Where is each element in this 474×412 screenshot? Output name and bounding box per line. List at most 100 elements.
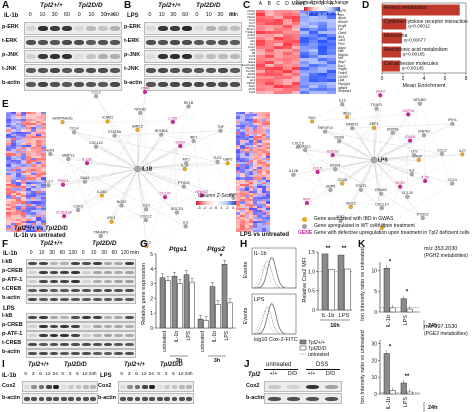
network-edge <box>85 182 146 210</box>
ion-ratio-bar <box>390 391 396 394</box>
network-node <box>66 157 70 161</box>
legend-gene-style: GENE <box>298 230 312 236</box>
network-gene-label: CCL5 <box>313 166 322 170</box>
network-gene-label: USP18 <box>403 109 414 113</box>
blot-band <box>39 334 48 337</box>
blot-band <box>135 385 141 389</box>
blot-band <box>325 385 338 389</box>
timepoint-label: 24h <box>185 373 192 378</box>
heatmap-gene-label: Serpina1 <box>338 90 351 94</box>
blot-band <box>125 334 134 337</box>
network-gene-label: CXCL2 <box>140 215 152 219</box>
expression-bar <box>198 319 203 328</box>
blot-band <box>218 54 228 59</box>
blot-row-label: p-CREB <box>2 269 23 275</box>
blot-band <box>146 26 156 31</box>
blot-band <box>287 385 300 389</box>
network-node <box>350 126 354 130</box>
network-hub-node <box>135 166 141 172</box>
blot-band <box>182 82 192 87</box>
panel-e-heatmap-left <box>6 112 46 232</box>
panel-e-colorbar-title: Column Z-Score <box>198 194 234 199</box>
y-tick-label: 0 <box>150 326 153 332</box>
x-category-label: untreated <box>200 331 206 352</box>
timepoint-label: +/+ <box>264 372 283 378</box>
blot-row-label: b-actin <box>2 350 20 356</box>
blot-strip <box>26 277 136 286</box>
blot-band <box>62 40 72 45</box>
flow-y-label: Events <box>243 261 249 278</box>
blot-band <box>82 343 91 346</box>
y-axis-label: Ion Intensity ratio vs untreated <box>360 247 366 321</box>
blot-band <box>110 68 120 73</box>
network-node <box>340 182 344 186</box>
network-node <box>219 129 223 133</box>
blot-band <box>110 40 120 45</box>
blot-band <box>287 397 300 401</box>
network-edge <box>85 169 138 182</box>
blot-band <box>24 397 30 401</box>
blot-band <box>206 82 216 87</box>
y-axis-label: Relative Cox2 MFI <box>302 257 308 303</box>
blot-band <box>158 54 168 59</box>
blot-band <box>206 68 216 73</box>
network-gene-label: ISG15 <box>346 201 356 205</box>
blot-band <box>68 397 74 401</box>
blot-row-label: I-kB <box>2 260 12 266</box>
network-node <box>226 161 230 165</box>
timepoint-label: 0 <box>155 373 162 378</box>
network-gene-label: CCL4 <box>69 127 78 131</box>
flow-curve-ko <box>252 261 296 288</box>
blot-band <box>114 298 123 301</box>
blot-row-label: t-ERK <box>2 39 17 45</box>
timepoint-label: 12 <box>177 373 184 378</box>
network-node <box>159 133 163 137</box>
heatmap-cell <box>256 91 265 94</box>
blot-band <box>28 298 37 301</box>
blot-strip <box>264 393 342 404</box>
network-edge <box>138 135 162 169</box>
network-gene-label: BIRC3 <box>132 124 143 128</box>
blot-band <box>76 397 82 401</box>
blot-band <box>93 271 102 274</box>
blot-band <box>146 54 156 59</box>
network-edge <box>50 154 185 226</box>
blot-band <box>182 54 192 59</box>
blot-band <box>60 280 69 283</box>
network-edge <box>305 150 341 221</box>
timepoint-label: 0 <box>118 373 125 378</box>
blot-band <box>114 343 123 346</box>
network-node <box>450 182 454 186</box>
blot-band <box>104 289 113 292</box>
timepoint-label: 0 <box>24 13 36 19</box>
panel-a-genotype-ko: Tpl2D/D <box>78 3 103 10</box>
timepoint-label: 24 <box>148 373 155 378</box>
blot-band <box>39 385 45 389</box>
blot-row-label: p-JNK <box>124 53 140 59</box>
legend-node-marker <box>302 217 307 222</box>
blot-band <box>230 40 240 45</box>
blot-band <box>230 26 240 31</box>
blot-band <box>71 334 80 337</box>
blot-band <box>28 325 37 328</box>
blot-band <box>26 68 36 73</box>
blot-band <box>114 325 123 328</box>
network-hub-label: IL1B <box>142 167 153 173</box>
blot-band <box>86 54 96 59</box>
blot-band <box>157 385 163 389</box>
blot-band <box>170 26 180 31</box>
blot-row-label: t-JNK <box>2 67 17 73</box>
blot-band <box>71 325 80 328</box>
blot-band <box>218 40 228 45</box>
network-node <box>391 131 395 135</box>
panel-a-genotype-wt: Tpl2+/+ <box>40 3 63 10</box>
blot-band <box>50 298 59 301</box>
blot-band <box>39 298 48 301</box>
blot-band <box>194 26 204 31</box>
blot-band <box>74 40 84 45</box>
timepoint-label: D/D <box>283 372 302 378</box>
